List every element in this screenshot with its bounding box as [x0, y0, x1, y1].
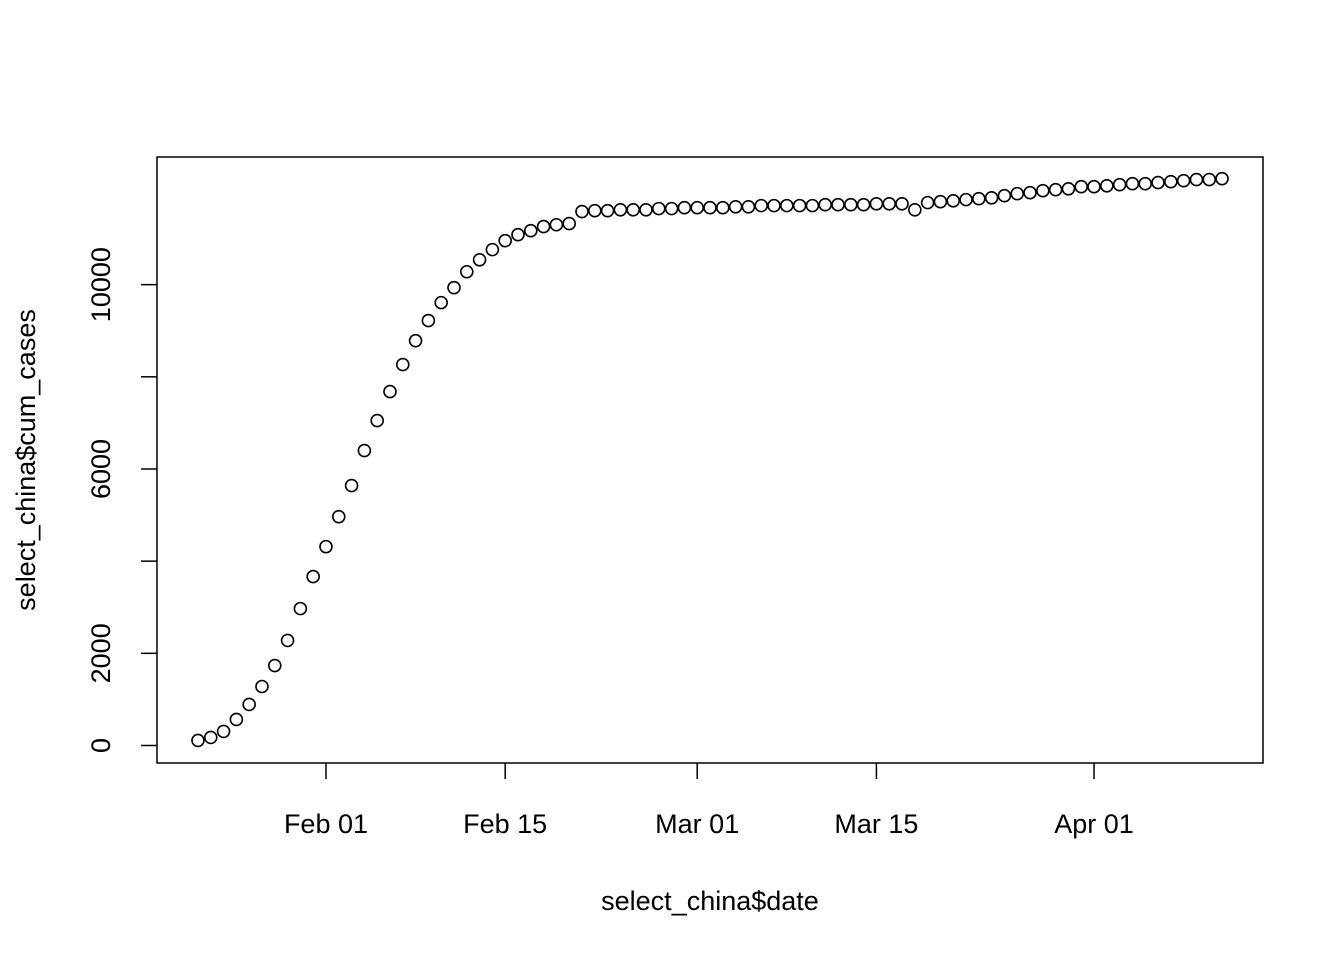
- x-tick-label: Mar 01: [655, 809, 739, 839]
- x-tick-label: Mar 15: [834, 809, 918, 839]
- point: [319, 539, 333, 554]
- point: [1202, 172, 1217, 187]
- x-tick-label: Apr 01: [1054, 809, 1134, 839]
- point: [1100, 179, 1114, 193]
- point: [895, 196, 909, 211]
- point: [191, 733, 205, 748]
- point: [1087, 179, 1101, 194]
- point: [459, 264, 474, 279]
- point: [920, 195, 935, 210]
- y-tick-label: 2000: [86, 623, 116, 683]
- point: [882, 196, 897, 211]
- y-tick-label: 10000: [86, 247, 116, 322]
- point: [600, 203, 615, 218]
- y-tick-label: 0: [86, 738, 116, 753]
- point: [408, 333, 423, 348]
- point: [523, 223, 538, 238]
- point: [421, 313, 436, 328]
- point: [306, 569, 320, 584]
- point: [216, 724, 231, 739]
- point: [575, 204, 589, 219]
- point: [703, 200, 717, 215]
- point: [434, 295, 448, 310]
- point: [754, 198, 769, 213]
- point: [1164, 174, 1178, 189]
- y-axis-title: select_china$cum_cases: [11, 309, 41, 611]
- point: [1061, 181, 1076, 196]
- point: [997, 188, 1012, 203]
- point: [485, 242, 500, 257]
- point: [383, 384, 397, 399]
- point: [344, 478, 359, 493]
- point: [1189, 172, 1204, 187]
- point: [844, 197, 858, 212]
- point: [1036, 183, 1050, 198]
- point: [869, 196, 884, 211]
- point: [549, 217, 564, 232]
- point: [651, 201, 666, 216]
- point: [1176, 173, 1191, 188]
- point: [1112, 177, 1127, 192]
- point: [664, 201, 679, 216]
- point: [395, 357, 410, 372]
- point: [587, 203, 602, 218]
- point: [728, 199, 743, 214]
- point: [357, 443, 372, 458]
- point: [626, 202, 640, 217]
- point: [293, 601, 308, 616]
- point: [792, 198, 807, 213]
- point: [1048, 182, 1063, 197]
- point: [690, 200, 704, 215]
- point: [818, 197, 833, 212]
- point: [331, 509, 346, 524]
- point: [908, 202, 922, 217]
- x-tick-label: Feb 15: [463, 809, 547, 839]
- plot-frame: [156, 156, 1264, 764]
- point: [780, 198, 794, 213]
- point: [1138, 176, 1153, 191]
- point: [959, 192, 973, 207]
- point: [946, 193, 961, 208]
- point: [831, 197, 845, 212]
- point: [677, 200, 692, 215]
- point: [498, 233, 512, 248]
- y-tick-label: 6000: [86, 439, 116, 499]
- point: [1125, 176, 1140, 191]
- point: [229, 712, 244, 727]
- point: [933, 194, 948, 209]
- point: [447, 280, 461, 295]
- point: [856, 197, 871, 212]
- point: [1151, 175, 1165, 190]
- x-axis-title: select_china$date: [601, 886, 819, 916]
- point: [1010, 186, 1025, 201]
- point: [511, 227, 525, 242]
- point: [280, 633, 295, 648]
- point: [242, 697, 256, 712]
- point: [805, 198, 820, 213]
- point: [741, 199, 756, 214]
- point: [536, 219, 551, 234]
- point: [984, 190, 999, 205]
- point: [370, 413, 384, 428]
- point: [562, 216, 576, 231]
- point: [1023, 185, 1037, 200]
- point: [972, 191, 986, 206]
- point: [1074, 179, 1089, 194]
- point: [472, 252, 487, 267]
- point: [255, 679, 269, 694]
- point: [639, 202, 653, 217]
- x-tick-label: Feb 01: [284, 809, 368, 839]
- point: [613, 202, 628, 217]
- point: [267, 658, 282, 673]
- point: [1215, 171, 1229, 186]
- point: [767, 198, 781, 213]
- point: [203, 730, 218, 745]
- point: [716, 200, 730, 215]
